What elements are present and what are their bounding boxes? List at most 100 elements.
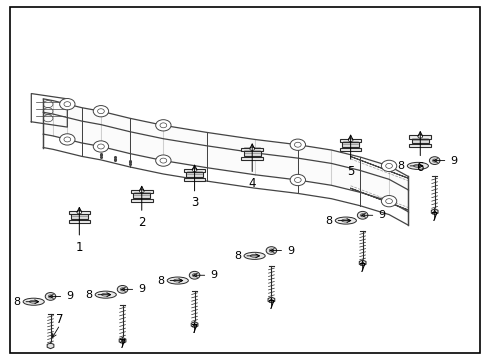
Ellipse shape [29, 300, 38, 303]
Text: 7: 7 [359, 262, 367, 275]
Text: 7: 7 [191, 323, 198, 337]
Text: 2: 2 [138, 186, 146, 229]
Text: 8: 8 [13, 297, 39, 307]
Bar [410, 135, 431, 139]
Circle shape [192, 168, 197, 172]
Text: 7: 7 [119, 338, 126, 351]
Bar [342, 141, 359, 147]
Bar [184, 169, 205, 172]
Polygon shape [163, 125, 207, 168]
Bar [184, 178, 205, 181]
Circle shape [156, 120, 171, 131]
Text: 8: 8 [157, 275, 183, 285]
Text: 7: 7 [431, 211, 439, 224]
Circle shape [49, 295, 52, 298]
Text: 7: 7 [268, 299, 275, 312]
Circle shape [348, 138, 353, 141]
Circle shape [357, 211, 368, 219]
Ellipse shape [173, 279, 182, 282]
Polygon shape [359, 260, 366, 266]
Circle shape [93, 105, 109, 117]
Bar [412, 138, 429, 143]
Polygon shape [431, 209, 438, 215]
Text: 1: 1 [75, 207, 83, 253]
Text: 9: 9 [49, 292, 74, 301]
Polygon shape [53, 100, 67, 139]
Ellipse shape [342, 219, 350, 222]
Polygon shape [255, 139, 298, 180]
Bar [242, 148, 263, 151]
Polygon shape [119, 338, 126, 343]
Circle shape [189, 271, 200, 279]
Text: 7: 7 [56, 313, 64, 326]
Polygon shape [389, 166, 408, 212]
Polygon shape [43, 99, 53, 136]
Text: 9: 9 [434, 156, 458, 166]
Text: 8: 8 [325, 216, 351, 226]
Circle shape [60, 134, 75, 145]
Circle shape [45, 293, 56, 300]
Text: 5: 5 [347, 135, 354, 178]
Polygon shape [191, 322, 198, 328]
Circle shape [429, 157, 440, 165]
Circle shape [381, 195, 397, 207]
Bar [244, 150, 261, 156]
Ellipse shape [335, 217, 356, 224]
Text: 8: 8 [234, 251, 260, 261]
Text: 4: 4 [248, 144, 256, 190]
Polygon shape [360, 157, 389, 201]
Circle shape [361, 214, 365, 217]
Bar [242, 157, 263, 160]
Polygon shape [82, 108, 101, 147]
Polygon shape [47, 343, 54, 348]
Bar [131, 199, 152, 202]
Polygon shape [268, 297, 275, 303]
Circle shape [381, 160, 397, 171]
Ellipse shape [244, 252, 265, 259]
Text: 3: 3 [191, 165, 198, 210]
Circle shape [193, 274, 196, 277]
Circle shape [433, 159, 437, 162]
Polygon shape [207, 132, 255, 175]
Polygon shape [298, 145, 331, 185]
Text: 8: 8 [397, 161, 423, 171]
Bar [69, 220, 90, 223]
Circle shape [139, 189, 144, 193]
Bar [71, 214, 88, 219]
Text: 6: 6 [416, 132, 424, 174]
Text: 9: 9 [122, 284, 146, 294]
Ellipse shape [167, 277, 188, 284]
Bar [410, 144, 431, 147]
Circle shape [270, 249, 273, 252]
Polygon shape [331, 150, 360, 192]
Ellipse shape [414, 165, 422, 167]
Text: 8: 8 [85, 290, 111, 300]
Text: 9: 9 [362, 210, 386, 220]
Ellipse shape [95, 291, 116, 298]
Ellipse shape [23, 298, 44, 305]
Circle shape [290, 139, 305, 150]
Circle shape [77, 211, 82, 214]
Bar [131, 190, 152, 193]
Bar [186, 172, 203, 177]
Circle shape [418, 135, 423, 138]
Circle shape [117, 285, 128, 293]
Bar [69, 211, 90, 215]
Circle shape [250, 147, 255, 150]
Polygon shape [101, 111, 130, 154]
Circle shape [121, 288, 124, 291]
Circle shape [93, 141, 109, 152]
Polygon shape [67, 104, 82, 143]
Circle shape [266, 247, 277, 255]
Circle shape [156, 155, 171, 166]
Circle shape [60, 99, 75, 110]
Text: 9: 9 [270, 246, 294, 256]
Bar [340, 139, 362, 142]
Bar [133, 193, 150, 198]
Ellipse shape [407, 162, 428, 170]
Polygon shape [130, 118, 163, 161]
Text: 9: 9 [194, 270, 218, 280]
Circle shape [290, 174, 305, 186]
Ellipse shape [101, 293, 110, 296]
Bar [340, 148, 362, 151]
